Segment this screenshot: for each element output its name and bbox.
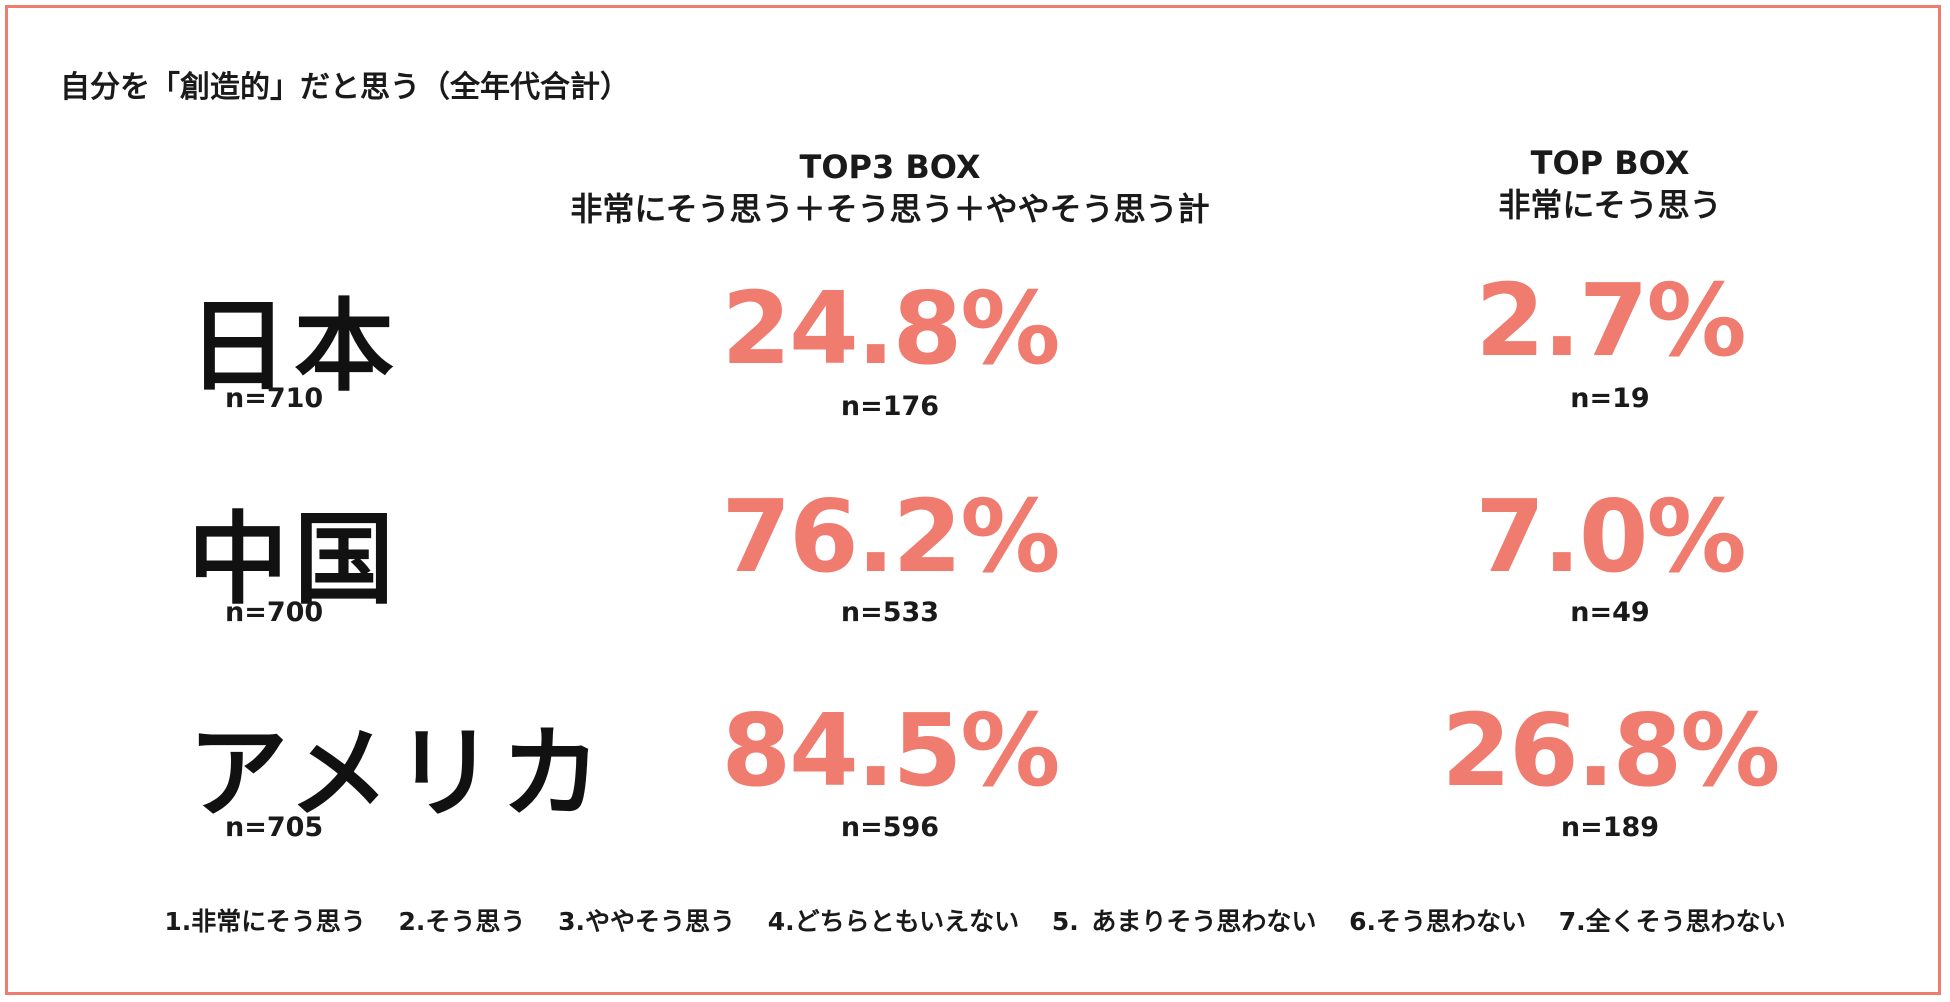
scale-item: 5. あまりそう思わない [1051,907,1317,936]
top3-value-china: 76.2% [721,478,1061,595]
top3-value-japan: 24.8% [721,270,1061,387]
scale-item: 3.ややそう思う [558,907,735,936]
chart-title: 自分を「創造的」だと思う（全年代合計） [60,70,630,105]
column-header-top-box: TOP BOX 非常にそう思う [1410,142,1810,226]
top-box-n-usa: n=189 [1560,812,1660,843]
column-header-top3-title: TOP3 BOX [799,148,981,186]
scale-item: 7.全くそう思わない [1558,907,1786,936]
top-box-value-china: 7.0% [1475,478,1746,595]
top3-n-usa: n=596 [840,812,940,843]
top-box-n-china: n=49 [1570,597,1650,628]
chart-frame [5,5,1941,995]
column-header-top-box-subtitle: 非常にそう思う [1498,186,1722,224]
top3-n-japan: n=176 [840,391,940,422]
sample-size-china: n=700 [225,597,324,628]
scale-item: 4.どちらともいえない [767,907,1020,936]
top-box-n-japan: n=19 [1570,383,1650,414]
response-scale-legend: 1.非常にそう思う 2.そう思う 3.ややそう思う 4.どちらともいえない 5.… [0,902,1950,938]
top-box-value-japan: 2.7% [1475,262,1746,379]
column-header-top3: TOP3 BOX 非常にそう思う＋そう思う＋ややそう思う計 [540,146,1240,230]
top-box-value-usa: 26.8% [1441,692,1781,809]
scale-item: 2.そう思う [398,907,526,936]
sample-size-japan: n=710 [225,383,324,414]
scale-item: 6.そう思わない [1349,907,1527,936]
top3-value-usa: 84.5% [721,692,1061,809]
country-label-china: 中国 [188,501,400,618]
column-header-top3-subtitle: 非常にそう思う＋そう思う＋ややそう思う計 [570,190,1210,228]
country-label-japan: 日本 [188,288,400,405]
column-header-top-box-title: TOP BOX [1530,144,1690,182]
scale-item: 1.非常にそう思う [164,907,366,936]
top3-n-china: n=533 [840,597,940,628]
country-label-usa: アメリカ [188,715,607,832]
sample-size-usa: n=705 [225,812,324,843]
